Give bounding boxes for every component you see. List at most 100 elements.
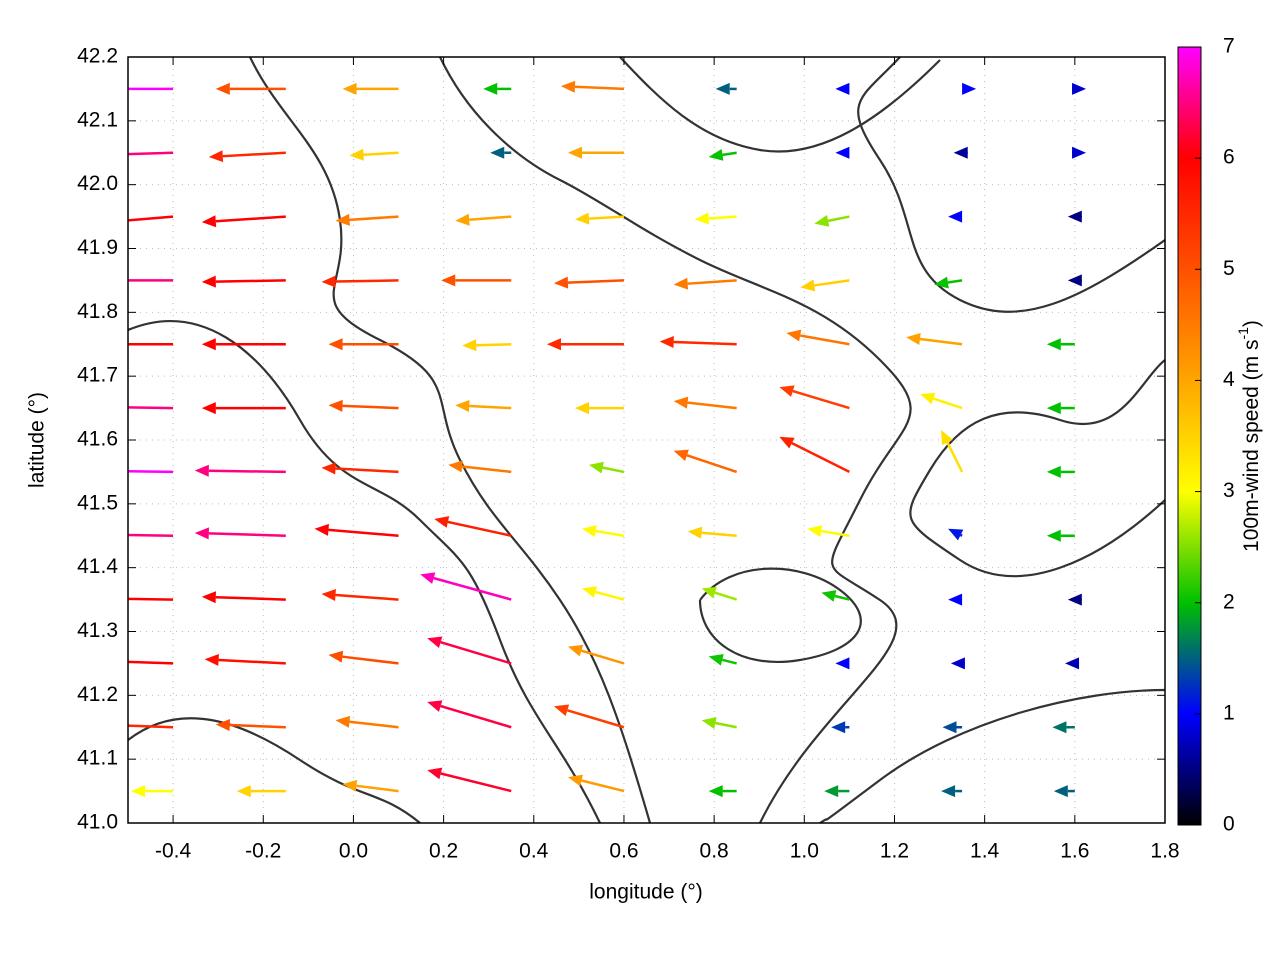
x-axis-label: longitude (°) — [589, 881, 702, 904]
wind-arrow — [321, 275, 399, 288]
arrow-head — [786, 329, 802, 342]
arrow-shaft — [686, 454, 738, 474]
arrow-head — [659, 335, 674, 348]
contour-line — [249, 57, 652, 823]
wind-arrow — [321, 589, 399, 601]
arrow-head — [490, 146, 505, 159]
arrow-shaft — [595, 590, 625, 601]
arrow-shaft — [335, 279, 399, 283]
x-tick-label: 1.4 — [970, 840, 1000, 863]
wind-arrow — [1046, 338, 1075, 351]
wind-arrow — [831, 721, 850, 734]
arrow-shaft — [791, 442, 850, 474]
wind-arrow — [441, 274, 512, 287]
wind-arrow — [1067, 210, 1082, 223]
arrow-head — [835, 82, 850, 95]
colorbar-tick-label: 7 — [1223, 35, 1235, 58]
arrow-head — [96, 719, 110, 731]
arrow-head — [546, 338, 561, 351]
x-tick-label: -0.4 — [155, 840, 192, 863]
contour-line — [128, 320, 601, 823]
arrow-shaft — [476, 343, 512, 347]
arrow-head — [1053, 785, 1068, 798]
arrow-head — [335, 213, 350, 226]
arrow-head — [906, 333, 921, 345]
arrow-head — [455, 399, 470, 412]
arrow-head — [75, 83, 89, 95]
y-tick-label: 41.7 — [77, 364, 118, 387]
wind-arrow — [328, 650, 399, 665]
arrow-head — [941, 785, 956, 798]
contour-line — [857, 57, 1165, 313]
colorbar-tick-label: 6 — [1223, 146, 1235, 169]
y-tick-label: 41.6 — [77, 428, 118, 451]
arrow-shaft — [356, 784, 399, 793]
arrow-shaft — [715, 721, 737, 729]
arrow-head — [204, 653, 219, 666]
wind-arrow — [201, 215, 286, 228]
arrow-head — [821, 590, 837, 602]
arrow-shaft — [215, 215, 286, 223]
wind-arrow — [588, 461, 625, 474]
wind-arrow — [962, 82, 977, 95]
arrow-head — [687, 526, 703, 539]
y-tick-label: 41.8 — [77, 300, 118, 323]
arrow-shaft — [799, 334, 850, 346]
wind-arrow — [1067, 274, 1082, 287]
wind-arrow — [1072, 146, 1087, 159]
arrow-head — [708, 653, 724, 666]
arrow-shaft — [721, 658, 737, 665]
arrow-shaft — [128, 470, 174, 474]
arrow-head — [673, 449, 689, 462]
arrow-head — [131, 785, 146, 798]
arrow-head — [567, 146, 582, 159]
wind-arrow — [483, 82, 512, 95]
wind-arrow — [701, 717, 737, 729]
arrow-head — [1046, 402, 1061, 415]
arrow-head — [1052, 721, 1067, 734]
arrow-shaft — [222, 151, 286, 158]
wind-arrow — [128, 151, 174, 156]
arrow-head — [321, 275, 336, 288]
arrow-head — [708, 148, 724, 161]
colorbar-tick-label: 0 — [1223, 813, 1235, 836]
arrow-head — [948, 593, 963, 606]
arrow-shaft — [792, 389, 850, 410]
arrow-head — [201, 338, 216, 351]
arrow-head — [89, 216, 103, 228]
wind-arrow — [835, 657, 850, 670]
arrow-head — [201, 215, 217, 228]
wind-arrow — [128, 533, 174, 537]
wind-arrow — [215, 719, 286, 732]
arrow-shaft — [827, 215, 850, 223]
arrow-head — [420, 572, 436, 584]
arrow-shaft — [673, 340, 737, 346]
wind-arrow — [89, 215, 174, 228]
y-axis-label: latitude (°) — [26, 392, 49, 488]
arrow-shaft — [342, 404, 399, 410]
wind-arrow — [462, 339, 512, 352]
arrow-head — [941, 429, 953, 446]
wind-arrow — [328, 399, 399, 412]
arrow-shaft — [588, 215, 625, 220]
wind-arrow — [779, 385, 850, 410]
arrow-head — [342, 779, 358, 792]
wind-arrow — [1046, 402, 1075, 415]
wind-arrow — [215, 82, 286, 95]
arrow-head — [574, 212, 590, 225]
arrow-shaft — [447, 520, 512, 537]
arrow-head — [581, 525, 597, 537]
wind-arrow — [708, 785, 737, 798]
wind-arrow — [427, 767, 512, 793]
arrow-head — [824, 785, 839, 798]
contour-line — [819, 688, 1165, 823]
wind-arrow — [567, 644, 625, 665]
wind-arrow — [204, 653, 286, 666]
wind-arrow — [490, 146, 512, 159]
arrow-shaft — [128, 660, 174, 665]
wind-arrow — [701, 586, 738, 601]
wind-arrow — [546, 338, 624, 351]
arrow-head — [835, 146, 850, 159]
arrow-head — [1046, 338, 1061, 351]
wind-arrow — [1046, 465, 1075, 478]
